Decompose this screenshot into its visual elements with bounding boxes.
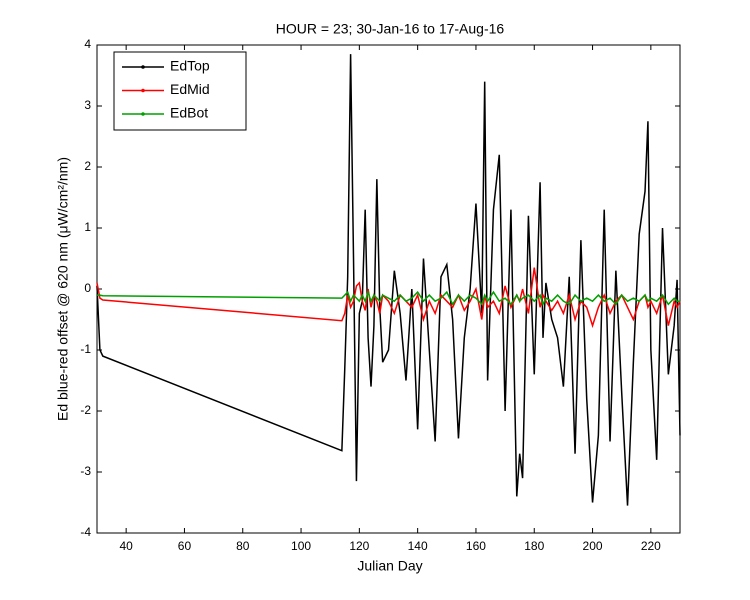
- y-tick-label: -1: [80, 342, 91, 356]
- y-tick-label: 0: [84, 281, 91, 295]
- y-tick-label: 3: [84, 98, 91, 112]
- x-tick-label: 160: [466, 539, 486, 553]
- legend-label: EdTop: [170, 58, 210, 74]
- y-tick-label: 4: [84, 37, 91, 51]
- y-tick-label: 1: [84, 220, 91, 234]
- x-tick-label: 200: [583, 539, 603, 553]
- y-tick-label: -4: [80, 525, 91, 539]
- x-tick-label: 120: [349, 539, 369, 553]
- legend-label: EdMid: [170, 81, 210, 97]
- x-tick-label: 140: [408, 539, 428, 553]
- chart-title: HOUR = 23; 30-Jan-16 to 17-Aug-16: [276, 21, 505, 37]
- legend-marker: [141, 88, 145, 93]
- y-tick-label: 2: [84, 159, 91, 173]
- y-tick-label: -2: [80, 403, 91, 417]
- y-axis-label: Ed blue-red offset @ 620 nm (μW/cm²/nm): [55, 157, 71, 421]
- legend-marker: [141, 112, 145, 116]
- x-tick-label: 40: [119, 539, 133, 553]
- series-line: [97, 289, 680, 307]
- legend-marker: [141, 65, 145, 69]
- x-axis-label: Julian Day: [357, 558, 422, 574]
- x-tick-label: 80: [236, 539, 250, 553]
- x-tick-label: 60: [178, 539, 192, 553]
- legend-label: EdBot: [170, 105, 208, 121]
- series-line: [96, 54, 681, 506]
- x-tick-label: 180: [524, 539, 544, 553]
- x-tick-label: 220: [641, 539, 661, 553]
- y-tick-label: -3: [80, 464, 91, 478]
- x-tick-label: 100: [291, 539, 311, 553]
